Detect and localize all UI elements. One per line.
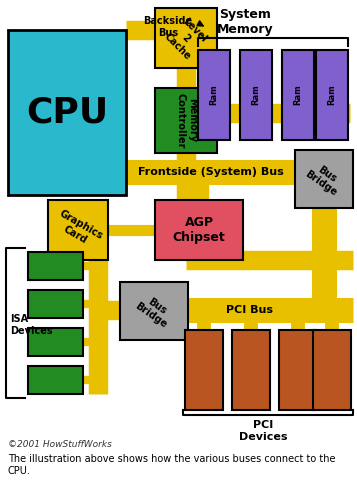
FancyBboxPatch shape bbox=[28, 366, 83, 394]
Text: PCI
Devices: PCI Devices bbox=[239, 420, 287, 442]
FancyBboxPatch shape bbox=[155, 88, 217, 153]
Text: Memory
Controller: Memory Controller bbox=[175, 93, 197, 148]
Text: Ram: Ram bbox=[293, 85, 302, 106]
Text: AGP
Chipset: AGP Chipset bbox=[173, 216, 225, 244]
FancyBboxPatch shape bbox=[155, 8, 217, 68]
FancyBboxPatch shape bbox=[28, 290, 83, 318]
FancyBboxPatch shape bbox=[313, 330, 351, 410]
Text: ©2001 HowStuffWorks: ©2001 HowStuffWorks bbox=[8, 440, 112, 449]
Text: Level
2
Cache: Level 2 Cache bbox=[162, 14, 210, 61]
Text: Ram: Ram bbox=[210, 85, 218, 106]
FancyBboxPatch shape bbox=[185, 330, 223, 410]
FancyBboxPatch shape bbox=[8, 30, 126, 195]
FancyBboxPatch shape bbox=[232, 330, 270, 410]
Text: Frontside (System) Bus: Frontside (System) Bus bbox=[138, 167, 283, 177]
Text: The illustration above shows how the various buses connect to the CPU.: The illustration above shows how the var… bbox=[8, 454, 336, 476]
FancyBboxPatch shape bbox=[28, 328, 83, 356]
Text: ISA
Devices: ISA Devices bbox=[10, 314, 52, 336]
Text: Ram: Ram bbox=[327, 85, 337, 106]
FancyBboxPatch shape bbox=[120, 282, 188, 340]
FancyBboxPatch shape bbox=[240, 50, 272, 140]
FancyBboxPatch shape bbox=[282, 50, 314, 140]
FancyBboxPatch shape bbox=[198, 50, 230, 140]
Text: Bus
Bridge: Bus Bridge bbox=[303, 160, 345, 198]
Text: Ram: Ram bbox=[251, 85, 261, 106]
FancyBboxPatch shape bbox=[279, 330, 317, 410]
Text: PCI Bus: PCI Bus bbox=[226, 305, 272, 315]
FancyBboxPatch shape bbox=[155, 200, 243, 260]
Text: Backside
Bus: Backside Bus bbox=[144, 16, 192, 38]
Text: Graphics
Card: Graphics Card bbox=[52, 209, 104, 252]
Text: Bus
Bridge: Bus Bridge bbox=[133, 292, 175, 330]
Text: System
Memory: System Memory bbox=[217, 8, 273, 36]
FancyBboxPatch shape bbox=[316, 50, 348, 140]
FancyBboxPatch shape bbox=[48, 200, 108, 260]
FancyBboxPatch shape bbox=[28, 252, 83, 280]
Text: CPU: CPU bbox=[26, 95, 108, 130]
FancyBboxPatch shape bbox=[295, 150, 353, 208]
